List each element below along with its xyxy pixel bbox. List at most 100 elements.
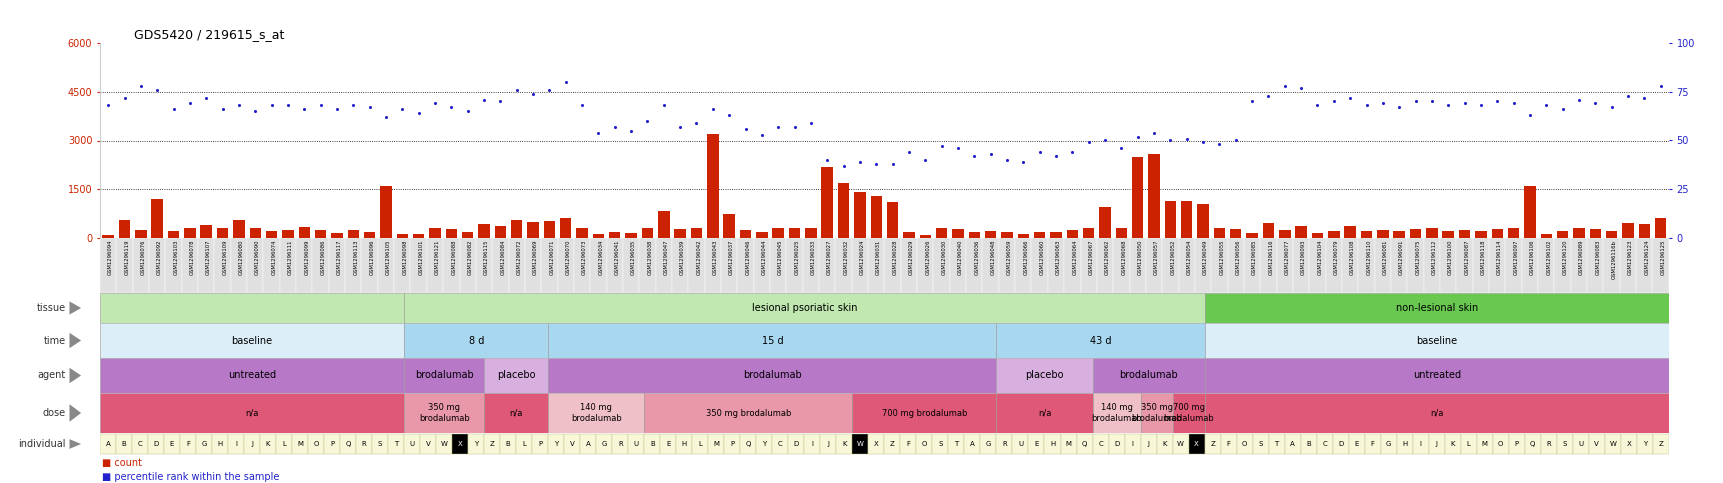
Text: K: K — [841, 441, 846, 447]
Text: X: X — [874, 441, 879, 447]
Text: P: P — [538, 441, 543, 447]
Bar — [493, 238, 508, 293]
Point — [829, 162, 856, 170]
Text: GSM1296074: GSM1296074 — [272, 240, 276, 275]
Bar — [1161, 238, 1179, 293]
Bar — [608, 232, 620, 238]
Bar — [403, 358, 484, 393]
Text: GSM1296120: GSM1296120 — [1561, 240, 1566, 275]
Bar — [460, 238, 476, 293]
Bar — [381, 186, 391, 238]
Bar — [1380, 434, 1396, 454]
Bar — [870, 196, 882, 238]
Bar — [1508, 434, 1523, 454]
Bar — [772, 227, 784, 238]
Text: GSM1296097: GSM1296097 — [1513, 240, 1518, 275]
Text: brodalumab: brodalumab — [415, 370, 474, 381]
Bar — [980, 434, 996, 454]
Bar — [165, 238, 181, 293]
Bar — [250, 228, 260, 238]
Text: GSM1296050: GSM1296050 — [1137, 240, 1142, 275]
Bar — [1556, 434, 1571, 454]
Bar — [1275, 238, 1292, 293]
Point — [1237, 98, 1265, 105]
Bar — [1340, 238, 1358, 293]
Text: GSM1296111: GSM1296111 — [288, 240, 293, 275]
Bar — [936, 227, 946, 238]
Point — [372, 113, 400, 121]
Bar — [477, 224, 489, 238]
Point — [1368, 99, 1396, 107]
Bar — [917, 238, 932, 293]
Bar — [886, 202, 898, 238]
Bar — [1220, 434, 1235, 454]
Bar — [102, 235, 114, 238]
Bar — [484, 358, 548, 393]
Bar — [100, 393, 403, 433]
Bar — [1316, 434, 1332, 454]
Point — [1025, 148, 1053, 156]
Text: GSM1296059: GSM1296059 — [1006, 240, 1011, 275]
Bar — [1358, 238, 1373, 293]
Bar — [181, 238, 198, 293]
Bar — [443, 238, 460, 293]
Polygon shape — [69, 404, 81, 422]
Text: M: M — [1480, 441, 1487, 447]
Point — [1156, 137, 1184, 144]
Bar — [233, 220, 245, 238]
Point — [322, 105, 350, 113]
Bar — [420, 434, 436, 454]
Bar — [1504, 238, 1521, 293]
Bar — [532, 434, 548, 454]
Bar — [1589, 434, 1604, 454]
Text: D: D — [153, 441, 159, 447]
Point — [1222, 137, 1249, 144]
Bar — [1228, 229, 1241, 238]
Text: brodalumab: brodalumab — [1118, 370, 1177, 381]
Bar — [264, 238, 279, 293]
Bar — [1587, 238, 1602, 293]
Text: K: K — [1449, 441, 1454, 447]
Text: G: G — [202, 441, 207, 447]
Bar — [770, 238, 786, 293]
Text: A: A — [105, 441, 110, 447]
Bar — [312, 238, 329, 293]
Text: GSM1296091: GSM1296091 — [1399, 240, 1403, 275]
Bar — [403, 293, 1204, 323]
Text: GSM1296072: GSM1296072 — [517, 240, 522, 275]
Point — [1270, 82, 1297, 90]
Bar — [789, 227, 799, 238]
Bar — [1132, 157, 1142, 238]
Bar — [996, 358, 1092, 393]
Bar — [246, 238, 264, 293]
Point — [960, 152, 987, 160]
Text: GSM1296037: GSM1296037 — [729, 240, 734, 275]
Bar — [212, 434, 227, 454]
Bar — [1540, 434, 1556, 454]
Text: I: I — [1418, 441, 1421, 447]
Text: GSM1296042: GSM1296042 — [696, 240, 701, 275]
Point — [1466, 101, 1494, 109]
Bar — [403, 434, 420, 454]
Bar — [1030, 238, 1048, 293]
Text: 700 mg
brodalumab: 700 mg brodalumab — [1163, 403, 1213, 423]
Text: E: E — [171, 441, 174, 447]
Bar — [737, 238, 753, 293]
Text: J: J — [1435, 441, 1437, 447]
Text: GSM1296102: GSM1296102 — [1546, 240, 1551, 275]
Bar — [1260, 238, 1275, 293]
Bar — [672, 238, 687, 293]
Text: GSM1296071: GSM1296071 — [550, 240, 555, 275]
Bar — [644, 434, 660, 454]
Text: GSM1296114: GSM1296114 — [1496, 240, 1501, 275]
Bar — [612, 434, 627, 454]
Text: GSM1296068: GSM1296068 — [1120, 240, 1125, 275]
Bar — [1344, 227, 1354, 238]
Text: GSM1296063: GSM1296063 — [1056, 240, 1060, 275]
Text: time: time — [43, 336, 65, 345]
Point — [1434, 101, 1461, 109]
Text: H: H — [1401, 441, 1406, 447]
Bar — [1278, 230, 1291, 238]
Bar — [903, 232, 915, 238]
Bar — [1489, 238, 1504, 293]
